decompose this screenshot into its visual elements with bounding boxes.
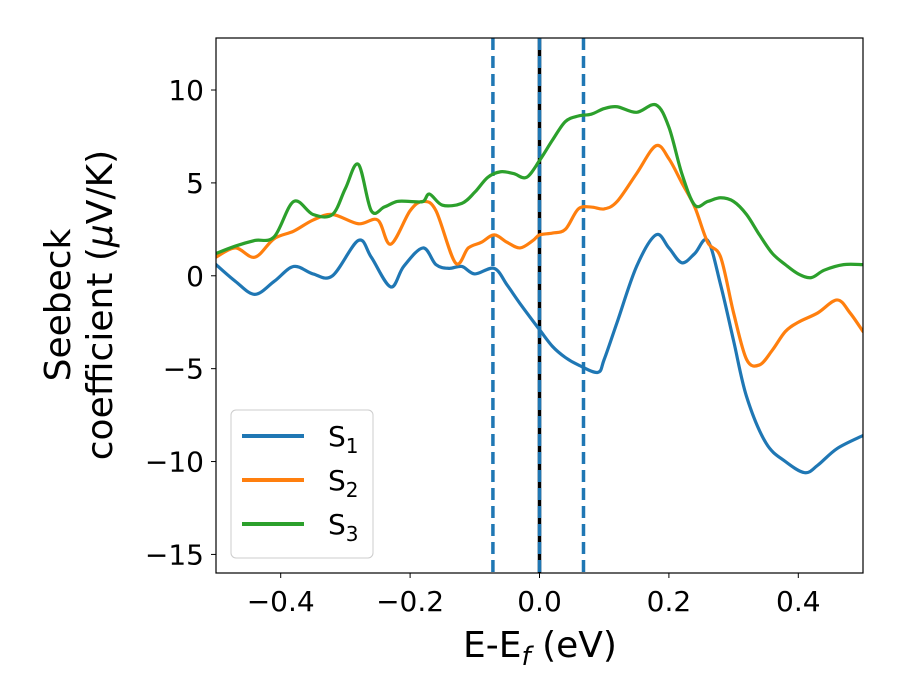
x-tick-label: 0.0 (517, 585, 562, 618)
x-axis-label: E-Ef (eV) (463, 625, 617, 672)
y-axis-label-line2-post: V/K) (80, 150, 121, 224)
y-tick-label: −5 (163, 353, 204, 386)
y-axis-ticks: 10 5 0 −5 −10 −15 (145, 74, 216, 571)
series-lines (216, 102, 863, 475)
series-line-s3 (216, 102, 863, 280)
series-line-s1 (216, 232, 863, 475)
legend-label-s1: S1 (328, 420, 359, 458)
x-axis-label-main: E-E (463, 625, 521, 666)
reference-lines (491, 38, 586, 573)
series-line-s2 (216, 143, 863, 368)
y-tick-label: 5 (186, 167, 204, 200)
x-tick-label: 0.2 (647, 585, 692, 618)
x-axis-label-tail: (eV) (531, 625, 617, 666)
svg-text:coefficient (μV/K): coefficient (μV/K) (80, 150, 121, 460)
y-axis-label-line2-pre: coefficient ( (80, 247, 121, 460)
y-axis-label-mu: μ (80, 224, 121, 248)
legend: S1 S2 S3 (230, 409, 374, 559)
legend-label-s3: S3 (328, 508, 359, 546)
svg-text:Seebeck: Seebeck (38, 228, 79, 381)
legend-label-s2: S2 (328, 464, 359, 502)
y-tick-label: 0 (186, 260, 204, 293)
x-tick-label: −0.4 (247, 585, 315, 618)
y-axis-label: Seebeck coefficient (μV/K) (38, 150, 121, 460)
y-tick-label: −15 (145, 538, 204, 571)
y-tick-label: 10 (168, 74, 204, 107)
x-axis-ticks: −0.4 −0.2 0.0 0.2 0.4 (247, 573, 821, 618)
x-tick-label: −0.2 (376, 585, 444, 618)
y-axis-label-line1: Seebeck (38, 228, 79, 381)
y-tick-label: −10 (145, 446, 204, 479)
x-tick-label: 0.4 (776, 585, 821, 618)
legend-box (230, 409, 374, 559)
